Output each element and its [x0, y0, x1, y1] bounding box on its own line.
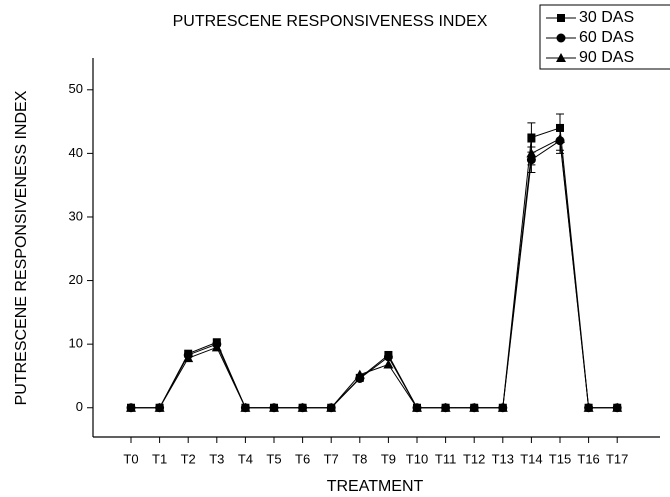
legend-label: 60 DAS — [579, 29, 634, 46]
marker — [497, 402, 508, 412]
x-tick-label: T5 — [266, 451, 281, 466]
marker — [126, 402, 136, 412]
x-tick-label: T4 — [238, 451, 253, 466]
x-tick-label: T3 — [209, 451, 224, 466]
marker — [154, 402, 165, 412]
marker — [556, 53, 566, 62]
y-tick-label: 50 — [69, 81, 83, 96]
x-axis-label: TREATMENT — [327, 478, 424, 495]
x-tick-label: T9 — [381, 451, 396, 466]
series-line — [131, 127, 618, 409]
x-tick-label: T8 — [352, 451, 367, 466]
x-tick-label: T11 — [435, 451, 456, 466]
marker — [526, 148, 537, 158]
legend-label: 30 DAS — [579, 9, 634, 26]
marker — [440, 402, 451, 412]
marker — [557, 14, 565, 22]
x-tick-label: T2 — [181, 451, 196, 466]
y-tick-label: 0 — [76, 399, 83, 414]
marker — [583, 402, 594, 412]
y-tick-label: 20 — [69, 272, 83, 287]
x-tick-label: T16 — [577, 451, 599, 466]
marker — [412, 402, 422, 412]
marker — [269, 402, 279, 412]
chart-title: PUTRESCENE RESPONSIVENESS INDEX — [173, 13, 488, 30]
marker — [183, 353, 194, 363]
y-tick-label: 10 — [69, 336, 83, 351]
x-tick-label: T1 — [152, 451, 167, 466]
marker — [469, 402, 480, 412]
marker — [240, 402, 251, 412]
x-tick-label: T6 — [295, 451, 310, 466]
y-axis-label: PUTRESCENE RESPONSIVENESS INDEX — [13, 90, 30, 405]
y-tick-label: 40 — [69, 145, 83, 160]
marker — [326, 402, 337, 412]
legend-label: 90 DAS — [579, 49, 634, 66]
x-tick-label: T14 — [520, 451, 542, 466]
marker — [297, 402, 308, 412]
series-line — [131, 139, 618, 409]
x-tick-label: T15 — [549, 451, 571, 466]
marker — [612, 402, 623, 412]
marker — [354, 369, 365, 379]
x-tick-label: T17 — [606, 451, 628, 466]
y-tick-label: 30 — [69, 208, 83, 223]
marker — [211, 342, 222, 352]
marker — [383, 352, 393, 362]
x-tick-label: T12 — [463, 451, 485, 466]
marker — [556, 33, 566, 43]
marker — [383, 359, 394, 369]
series-line — [131, 137, 618, 409]
marker — [555, 133, 565, 143]
x-tick-label: T7 — [324, 451, 339, 466]
x-tick-label: T10 — [406, 451, 428, 466]
marker — [527, 133, 536, 142]
x-tick-label: T0 — [123, 451, 138, 466]
x-tick-label: T13 — [492, 451, 514, 466]
